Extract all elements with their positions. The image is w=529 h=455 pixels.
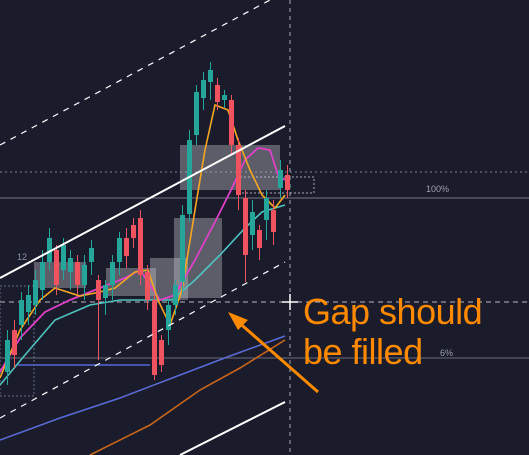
candle-body (173, 285, 178, 305)
gap-annotation: Gap should be filled (303, 292, 518, 372)
annotation-line-2: be filled (303, 332, 518, 372)
candle-body (145, 272, 150, 300)
candle-body (33, 280, 38, 305)
candle-body (61, 245, 66, 270)
candle-body (194, 92, 199, 135)
candle-body (152, 300, 157, 375)
candle-body (124, 238, 129, 256)
candle-body (208, 70, 213, 82)
candle-body (250, 212, 255, 235)
candle-body (117, 238, 122, 262)
candle-body (159, 340, 164, 365)
candle-body (264, 198, 269, 220)
candle-body (271, 210, 276, 232)
gap-box (180, 145, 280, 190)
candle-body (96, 280, 101, 300)
candle-body (103, 285, 108, 298)
candle-body (138, 218, 143, 275)
candle-body (243, 198, 248, 255)
candle-body (278, 170, 283, 188)
candle-body (19, 300, 24, 325)
fib-label-100: 100% (426, 184, 449, 194)
candle-body (54, 250, 59, 285)
candle-body (40, 262, 45, 290)
candle-body (215, 85, 220, 102)
fib-label-side: 12 (17, 252, 27, 262)
candle-body (89, 248, 94, 262)
candle-body (82, 265, 87, 285)
candle-body (257, 230, 262, 248)
candle-body (5, 340, 10, 372)
candlestick-layer (5, 62, 290, 385)
candle-body (75, 262, 80, 285)
annotation-line-1: Gap should (303, 292, 518, 332)
candle-body (229, 100, 234, 145)
candle-body (285, 175, 290, 190)
candle-body (26, 295, 31, 312)
channel-bottom-solid (180, 402, 285, 455)
candle-body (110, 262, 115, 285)
candle-body (222, 95, 227, 100)
candle-body (180, 215, 185, 282)
candle-body (201, 80, 206, 98)
candle-body (131, 225, 136, 238)
candle-body (166, 305, 171, 330)
candle-body (12, 330, 17, 355)
candle-body (68, 258, 73, 272)
